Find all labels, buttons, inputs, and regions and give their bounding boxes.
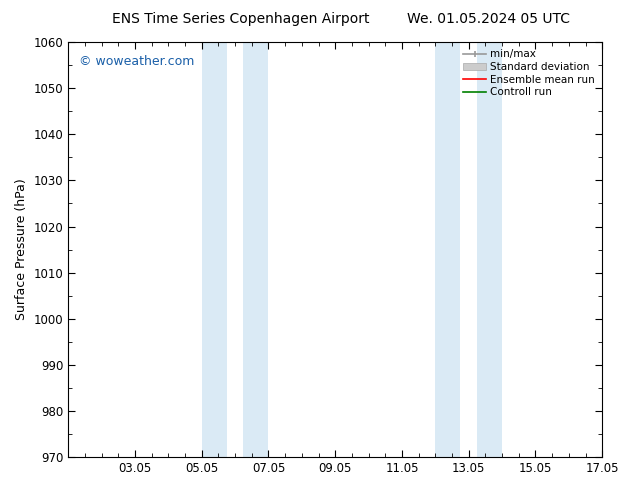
- Bar: [202, 42, 227, 457]
- Bar: [436, 42, 460, 457]
- Text: ENS Time Series Copenhagen Airport: ENS Time Series Copenhagen Airport: [112, 12, 370, 26]
- Text: © woweather.com: © woweather.com: [79, 54, 194, 68]
- Legend: min/max, Standard deviation, Ensemble mean run, Controll run: min/max, Standard deviation, Ensemble me…: [461, 47, 597, 99]
- Text: We. 01.05.2024 05 UTC: We. 01.05.2024 05 UTC: [406, 12, 570, 26]
- Y-axis label: Surface Pressure (hPa): Surface Pressure (hPa): [15, 179, 28, 320]
- Bar: [477, 42, 502, 457]
- Bar: [243, 42, 268, 457]
